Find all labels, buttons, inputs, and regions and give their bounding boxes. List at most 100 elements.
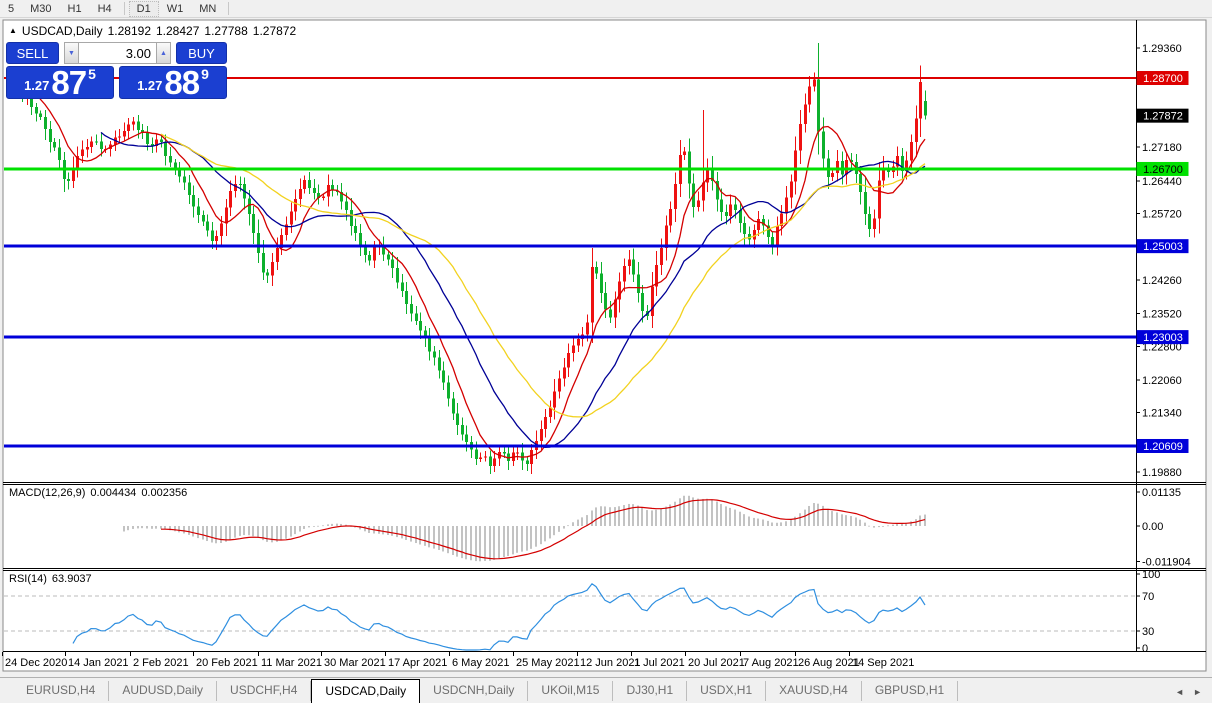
date-label: 17 Apr 2021 xyxy=(388,657,447,669)
volume-input[interactable] xyxy=(79,42,156,64)
sell-price-box[interactable]: 1.27 87 5 xyxy=(6,66,114,99)
tab-usdx[interactable]: USDX,H1 xyxy=(687,681,767,701)
timeframe-w1[interactable]: W1 xyxy=(166,2,184,15)
date-label: 26 Aug 2021 xyxy=(798,657,860,669)
moving-average-line xyxy=(160,133,926,418)
collapse-panel-icon[interactable]: ▲ xyxy=(9,25,17,35)
rsi-name: RSI(14) xyxy=(9,573,47,585)
timeframe-toolbar: 5 M30 H1 H4 D1 W1 MN xyxy=(0,0,1212,18)
rsi-axis-label: 30 xyxy=(1142,626,1154,638)
timeframe-h1[interactable]: H1 xyxy=(67,2,82,15)
tabs-scroll-right-icon[interactable]: ► xyxy=(1193,687,1202,697)
tabs-scroll-left-icon[interactable]: ◄ xyxy=(1175,687,1185,697)
moving-average-line xyxy=(39,98,926,459)
price-badge-label: 1.27872 xyxy=(1143,111,1183,123)
tab-eurusd[interactable]: EURUSD,H4 xyxy=(13,681,110,701)
toolbar-separator xyxy=(123,2,125,15)
macd-axis-label: 0.00 xyxy=(1142,521,1163,533)
macd-histogram xyxy=(123,495,926,562)
tab-ukoil[interactable]: UKOil,M15 xyxy=(528,681,614,701)
buy-price-pip: 9 xyxy=(201,66,209,82)
date-label: 24 Dec 2020 xyxy=(5,657,67,669)
bar-high: 1.28427 xyxy=(156,24,200,38)
tab-gbpusd[interactable]: GBPUSD,H1 xyxy=(862,681,959,701)
buy-price-big: 88 xyxy=(164,63,200,101)
chart-title: ▲ USDCAD,Daily 1.28192 1.28427 1.27788 1… xyxy=(9,24,296,38)
one-click-trading-panel: SELL ▼ ▲ BUY 1.27 87 5 1.27 88 9 xyxy=(6,42,227,99)
rsi-axis-label: 70 xyxy=(1142,591,1154,603)
date-label: 20 Jul 2021 xyxy=(688,657,745,669)
date-label: 1 Jul 2021 xyxy=(634,657,685,669)
price-badge xyxy=(1136,161,1189,176)
buy-button[interactable]: BUY xyxy=(176,42,227,64)
date-label: 6 May 2021 xyxy=(452,657,509,669)
macd-signal-line xyxy=(161,499,926,560)
date-label: 12 Jun 2021 xyxy=(580,657,641,669)
macd-axis-label: -0.011904 xyxy=(1142,557,1191,569)
price-tick-label: 1.25720 xyxy=(1142,209,1182,221)
timeframe-mn[interactable]: MN xyxy=(199,2,217,15)
price-badge xyxy=(1136,438,1189,453)
date-label: 2 Feb 2021 xyxy=(133,657,189,669)
rsi-axis-label: 0 xyxy=(1142,643,1148,655)
price-tick-label: 1.26440 xyxy=(1142,176,1182,188)
price-tick-label: 1.27180 xyxy=(1142,142,1182,154)
timeframe-h4[interactable]: H4 xyxy=(97,2,112,15)
chart-symbol-period: USDCAD,Daily xyxy=(21,24,103,38)
sell-price-big: 87 xyxy=(51,63,87,101)
date-label: 11 Mar 2021 xyxy=(261,657,322,669)
moving-average-line xyxy=(100,131,926,448)
price-tick-label: 1.23520 xyxy=(1142,309,1182,321)
macd-signal-value: 0.002356 xyxy=(141,487,188,499)
volume-decrease-button[interactable]: ▼ xyxy=(64,42,79,64)
tab-xauusd[interactable]: XAUUSD,H4 xyxy=(766,681,862,701)
timeframe-5[interactable]: 5 xyxy=(8,2,15,15)
sell-price-prefix: 1.27 xyxy=(24,78,50,93)
sell-button[interactable]: SELL xyxy=(6,42,59,64)
rsi-value: 63.9037 xyxy=(51,573,92,585)
price-badge xyxy=(1136,108,1189,123)
price-badge xyxy=(1136,71,1189,85)
bar-close: 1.27872 xyxy=(252,24,297,38)
macd-main-value: 0.004434 xyxy=(90,487,137,499)
price-tick-label: 1.24260 xyxy=(1142,275,1182,287)
price-tick-label: 1.22800 xyxy=(1142,341,1182,353)
rsi-label: RSI(14) 63.9037 xyxy=(9,573,92,585)
buy-price-box[interactable]: 1.27 88 9 xyxy=(119,66,227,99)
macd-label: MACD(12,26,9) 0.004434 0.002356 xyxy=(9,487,187,499)
tab-dj30[interactable]: DJ30,H1 xyxy=(613,681,688,701)
tab-usdchf[interactable]: USDCHF,H4 xyxy=(217,681,312,701)
macd-name: MACD(12,26,9) xyxy=(9,487,86,499)
date-label: 30 Mar 2021 xyxy=(324,657,386,669)
tab-usdcad[interactable]: USDCAD,Daily xyxy=(311,679,421,703)
price-tick-label: 1.22060 xyxy=(1142,375,1182,387)
price-tick-label: 1.21340 xyxy=(1142,408,1182,420)
date-label: 25 May 2021 xyxy=(516,657,580,669)
price-badge-label: 1.23003 xyxy=(1143,332,1183,344)
rsi-line xyxy=(72,582,926,651)
price-badge-label: 1.20609 xyxy=(1143,441,1183,453)
price-tick-label: 1.19880 xyxy=(1142,467,1182,479)
date-label: 14 Jan 2021 xyxy=(68,657,129,669)
timeframe-m30[interactable]: M30 xyxy=(30,2,52,15)
sell-price-pip: 5 xyxy=(88,66,96,82)
date-label: 20 Feb 2021 xyxy=(196,657,258,669)
bar-open: 1.28192 xyxy=(107,24,151,38)
volume-increase-button[interactable]: ▲ xyxy=(156,42,171,64)
chart-frame xyxy=(2,19,1207,672)
date-label: 7 Aug 2021 xyxy=(743,657,799,669)
rsi-axis-label: 100 xyxy=(1142,569,1160,581)
price-badge xyxy=(1136,239,1189,254)
tab-audusd[interactable]: AUDUSD,Daily xyxy=(109,681,218,701)
price-tick-label: 1.29360 xyxy=(1142,43,1182,55)
bar-low: 1.27788 xyxy=(204,24,248,38)
timeframe-d1[interactable]: D1 xyxy=(128,0,159,17)
price-badge-label: 1.25003 xyxy=(1143,241,1183,253)
price-badge xyxy=(1136,330,1189,345)
tab-usdcnh[interactable]: USDCNH,Daily xyxy=(420,681,529,701)
price-badge-label: 1.28700 xyxy=(1143,73,1183,85)
buy-price-prefix: 1.27 xyxy=(137,78,163,93)
macd-axis-label: 0.01135 xyxy=(1142,487,1181,499)
date-label: 14 Sep 2021 xyxy=(852,657,914,669)
